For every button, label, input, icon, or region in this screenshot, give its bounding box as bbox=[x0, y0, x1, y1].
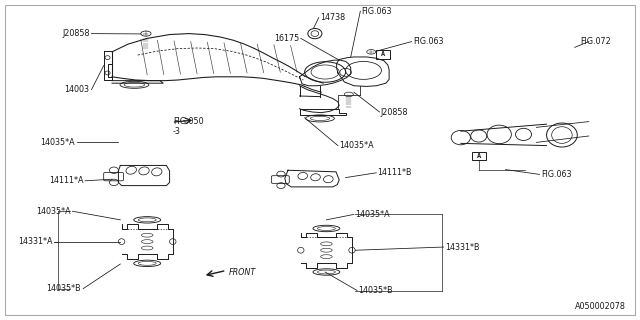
Text: 14035*B: 14035*B bbox=[47, 284, 81, 293]
Text: 14035*A: 14035*A bbox=[355, 210, 390, 219]
Text: A: A bbox=[381, 52, 385, 57]
Text: 14331*B: 14331*B bbox=[445, 243, 479, 252]
Text: 14003: 14003 bbox=[65, 85, 90, 94]
Text: 14738: 14738 bbox=[320, 13, 345, 22]
Text: 14111*A: 14111*A bbox=[49, 176, 83, 185]
Text: FRONT: FRONT bbox=[229, 268, 257, 277]
Text: FIG.063: FIG.063 bbox=[541, 170, 572, 179]
Text: J20858: J20858 bbox=[381, 108, 408, 116]
Text: FIG.072: FIG.072 bbox=[580, 37, 611, 46]
Text: 14035*A: 14035*A bbox=[339, 141, 374, 150]
Text: 14035*B: 14035*B bbox=[358, 286, 393, 295]
Text: FIG.050: FIG.050 bbox=[173, 117, 204, 126]
Text: 16175: 16175 bbox=[275, 34, 300, 43]
Text: J20858: J20858 bbox=[62, 29, 90, 38]
Text: 14035*A: 14035*A bbox=[36, 207, 70, 216]
Text: FIG.063: FIG.063 bbox=[362, 7, 392, 16]
Text: A: A bbox=[477, 153, 481, 159]
Text: FIG.063: FIG.063 bbox=[413, 37, 444, 46]
FancyBboxPatch shape bbox=[104, 172, 124, 181]
Text: 14331*A: 14331*A bbox=[19, 237, 53, 246]
Text: -3: -3 bbox=[173, 127, 180, 136]
FancyBboxPatch shape bbox=[271, 176, 289, 183]
Text: 14035*A: 14035*A bbox=[40, 138, 75, 147]
Bar bbox=[376, 50, 390, 59]
Text: A050002078: A050002078 bbox=[575, 302, 626, 311]
Bar bbox=[472, 152, 486, 160]
Text: 14111*B: 14111*B bbox=[378, 168, 412, 177]
